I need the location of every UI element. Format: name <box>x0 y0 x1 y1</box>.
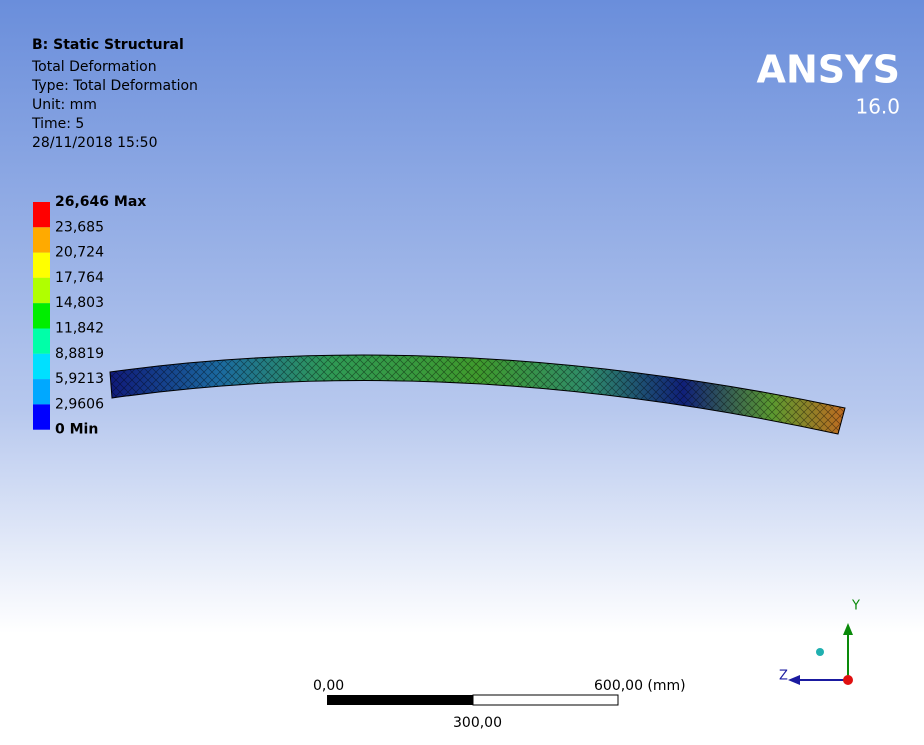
info-line: Time: 5 <box>31 116 84 132</box>
info-line: 28/11/2018 15:50 <box>32 135 158 151</box>
result-title: B: Static Structural <box>32 37 184 53</box>
axis-y-label: Y <box>851 599 860 614</box>
legend-label: 5,9213 <box>55 371 104 387</box>
logo: ANSYS <box>757 48 900 92</box>
legend-swatch <box>33 278 50 303</box>
legend-swatch <box>33 404 50 429</box>
axis-z-label: Z <box>779 669 788 684</box>
viewport: B: Static Structural Total Deformation Ty… <box>0 0 924 745</box>
legend-label: 26,646 Max <box>55 194 146 210</box>
legend-swatch <box>33 227 50 252</box>
legend-label: 2,9606 <box>55 396 104 412</box>
scale-bar-dark <box>327 695 473 705</box>
info-line: Unit: mm <box>32 97 97 113</box>
legend-label: 17,764 <box>55 270 104 286</box>
legend-swatch <box>33 379 50 404</box>
scale-start: 0,00 <box>313 678 344 694</box>
legend-label: 11,842 <box>55 321 104 337</box>
legend-label: 23,685 <box>55 219 104 235</box>
scale-bar-light <box>473 695 618 705</box>
info-line: Total Deformation <box>31 59 157 75</box>
legend-swatch <box>33 202 50 227</box>
legend-swatch <box>33 354 50 379</box>
legend-label: 0 Min <box>55 422 98 438</box>
legend-label: 8,8819 <box>55 346 104 362</box>
logo-version: 16.0 <box>855 95 900 119</box>
info-line: Type: Total Deformation <box>31 78 198 94</box>
legend-swatch <box>33 253 50 278</box>
scale-end: 600,00 (mm) <box>594 678 686 694</box>
legend-swatch <box>33 303 50 328</box>
scale-middle: 300,00 <box>453 715 502 731</box>
legend-label: 14,803 <box>55 295 104 311</box>
legend-label: 20,724 <box>55 245 104 261</box>
legend-swatch <box>33 329 50 354</box>
